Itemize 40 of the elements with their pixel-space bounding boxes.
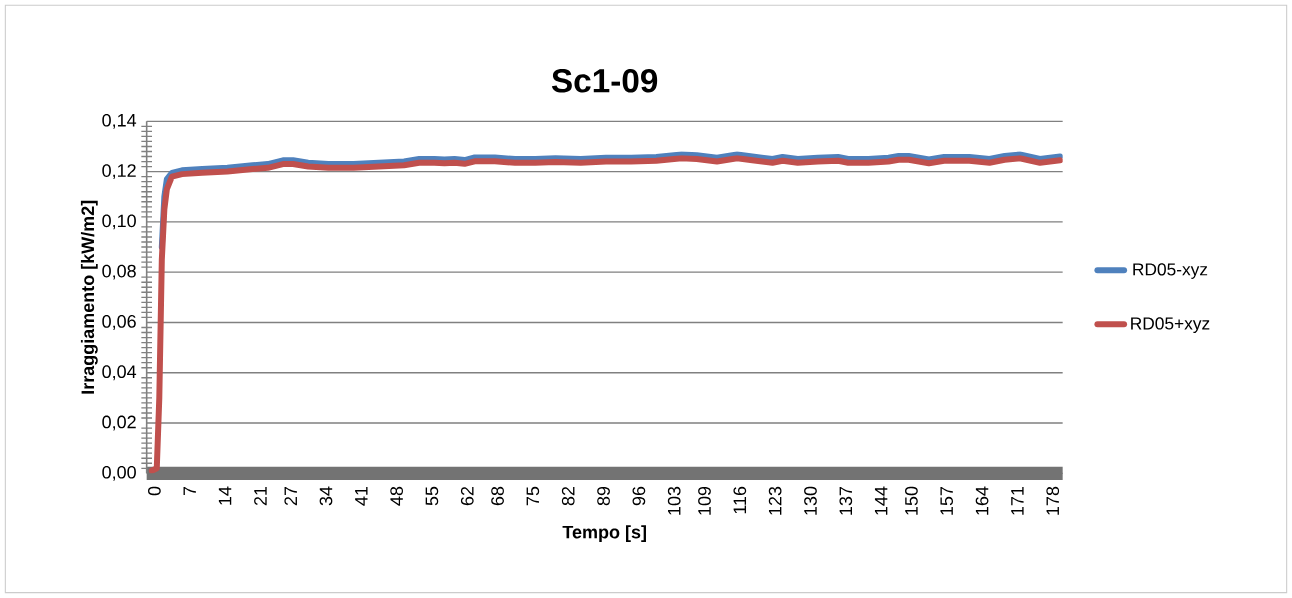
x-tick-label: 137 [839,486,853,515]
x-tick-label: 157 [940,486,954,515]
x-tick-label: 171 [1011,486,1024,515]
x-tick-label: 164 [975,486,989,515]
y-axis-title: Irraggiamento [kW/m2] [80,200,98,394]
x-tick-label: 7 [183,486,196,496]
y-tick-label: 0,08 [102,264,136,280]
y-tick-label: 0,00 [102,465,136,481]
x-tick-label: 130 [804,486,817,515]
x-tick-label: 68 [491,486,504,506]
legend-label: RD05+xyz [1131,317,1210,334]
legend-label: RD05-xyz [1133,263,1208,279]
x-tick-label: 103 [667,486,681,515]
x-tick-label: 34 [319,486,333,506]
y-tick-label: 0,02 [102,415,136,431]
y-tick-label: 0,04 [102,365,137,381]
y-tick-label: 0,10 [102,214,136,230]
y-tick-label: 0,12 [102,164,136,180]
x-tick-label: 14 [218,486,232,505]
chart-title: Sc1-09 [551,69,658,93]
x-tick-label: 27 [284,486,297,506]
x-tick-label: 144 [874,486,888,515]
x-tick-label: 96 [632,486,646,506]
x-tick-label: 62 [460,486,474,506]
x-tick-label: 109 [698,486,711,515]
x-tick-label: 21 [254,486,267,506]
x-tick-label: 150 [905,486,918,515]
x-tick-label: 89 [597,486,610,506]
x-tick-label: 55 [425,486,439,506]
x-tick-label: 48 [390,486,403,506]
x-tick-label: 41 [355,486,368,506]
x-tick-label: 178 [1046,486,1060,515]
x-tick-label: 82 [561,486,575,506]
x-tick-label: 123 [768,486,782,515]
x-tick-label: 0 [148,486,161,496]
x-tick-label: 116 [733,486,747,514]
x-tick-label: 75 [526,486,540,506]
x-axis-title: Tempo [s] [562,525,646,542]
y-tick-label: 0,14 [102,113,137,129]
y-tick-label: 0,06 [102,315,136,330]
